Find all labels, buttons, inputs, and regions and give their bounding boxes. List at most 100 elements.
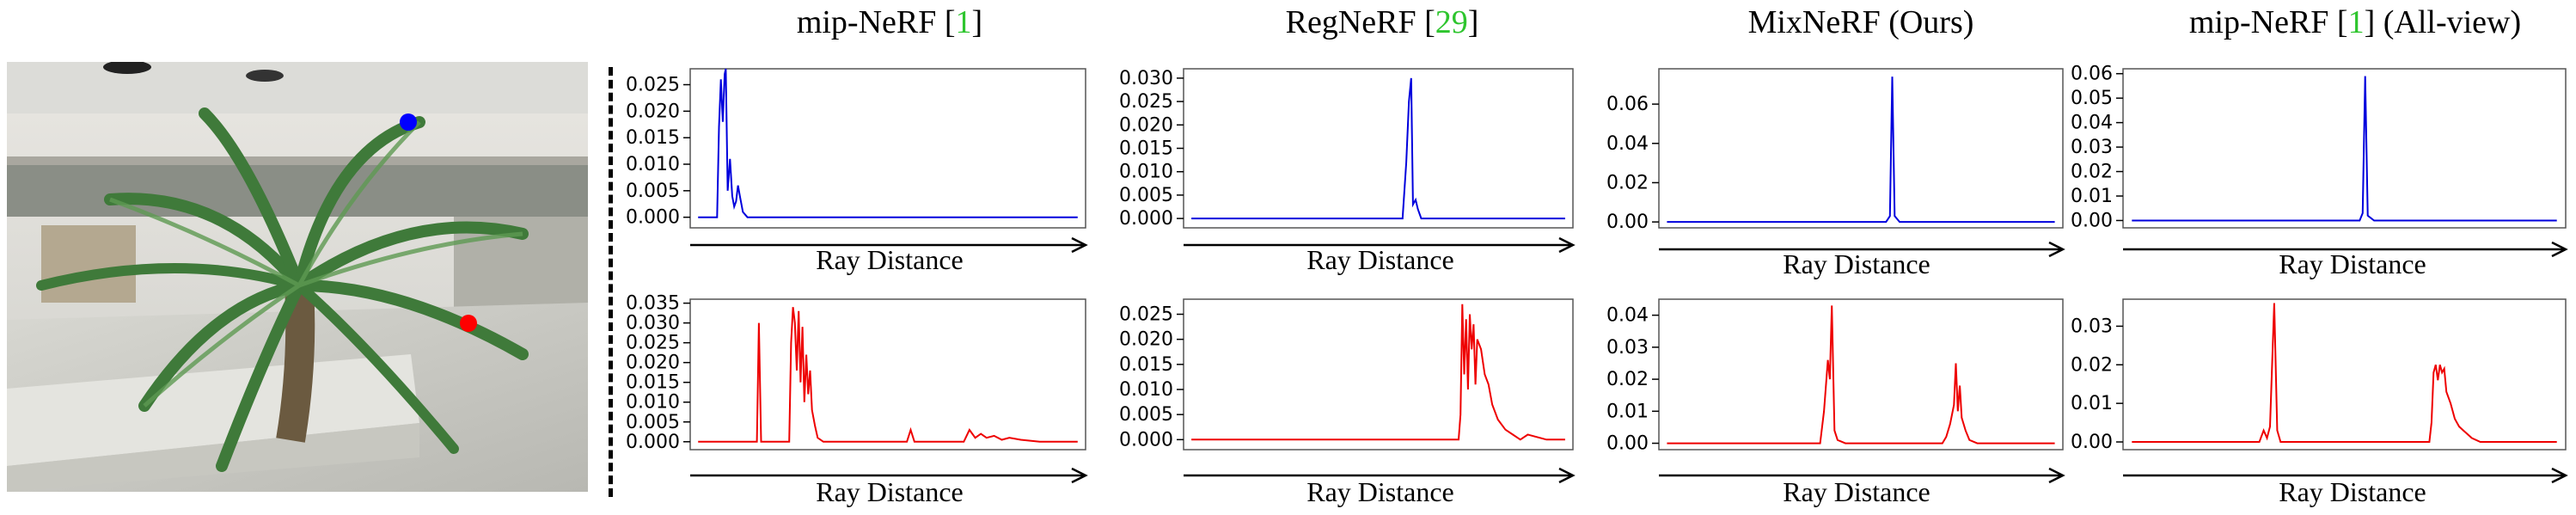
fern-scene-image: [7, 62, 588, 492]
y-tick-label: 0.020: [626, 353, 680, 374]
y-tick-label: 0.010: [1119, 379, 1173, 401]
density-series-line: [1667, 77, 2055, 224]
y-tick-label: 0.01: [2071, 393, 2113, 414]
y-tick-label: 0.01: [1606, 401, 1649, 422]
plot-frame: [2122, 298, 2567, 451]
x-axis-label: Ray Distance: [1783, 476, 1930, 507]
y-tick-label: 0.015: [1119, 354, 1173, 376]
y-tick-label: 0.04: [2071, 113, 2113, 134]
chart-panel-4: 0.00 0.01 0.02 0.03 0.04 0.05 0.06 Ray Distance: [2071, 64, 2568, 279]
y-tick-label: 0.010: [626, 154, 680, 175]
x-axis-label: Ray Distance: [1306, 476, 1454, 507]
density-series-line: [1191, 303, 1565, 441]
y-tick-label: 0.03: [2071, 316, 2113, 337]
column-title-mipnerf: mip-NeRF [1]: [796, 4, 983, 40]
red-ray-marker: [460, 315, 477, 332]
y-tick-label: 0.010: [626, 392, 680, 414]
plot-frame: [689, 68, 1086, 229]
y-tick-label: 0.020: [1119, 114, 1173, 136]
blue-ray-marker: [400, 113, 417, 131]
ray-arrow-head: [1558, 467, 1576, 484]
y-tick-label: 0.02: [1606, 172, 1649, 193]
chart-panel-7: 0.00 0.01 0.02 0.03 0.04 Ray Distance: [1606, 298, 2065, 507]
y-tick-label: 0.015: [1119, 138, 1173, 160]
ray-arrow-head: [2551, 241, 2568, 258]
y-tick-label: 0.03: [1606, 337, 1649, 359]
y-tick-label: 0.00: [1606, 433, 1649, 455]
y-tick-label: 0.06: [1606, 94, 1649, 115]
y-tick-label: 0.025: [626, 75, 680, 96]
y-tick-label: 0.00: [2071, 432, 2113, 453]
ray-arrow-head: [1071, 236, 1088, 254]
ray-arrow-head: [2048, 467, 2065, 484]
plot-frame: [689, 298, 1086, 451]
y-tick-label: 0.05: [2071, 88, 2113, 109]
chart-panel-1: 0.000 0.005 0.010 0.015 0.020 0.025 Ray Distan…: [626, 68, 1088, 275]
y-tick-label: 0.02: [2071, 162, 2113, 183]
y-tick-label: 0.010: [1119, 162, 1173, 183]
y-tick-label: 0.06: [2071, 64, 2113, 85]
plot-frame: [1183, 68, 1574, 229]
y-tick-label: 0.000: [1119, 429, 1173, 451]
y-tick-label: 0.025: [1119, 91, 1173, 113]
chart-panel-6: 0.000 0.005 0.010 0.015 0.020 0.025 Ray Distan…: [1119, 298, 1576, 507]
y-tick-label: 0.005: [1119, 185, 1173, 206]
y-tick-label: 0.03: [2071, 137, 2113, 158]
y-tick-label: 0.02: [1606, 369, 1649, 390]
citation-ref[interactable]: 29: [1435, 4, 1468, 40]
y-tick-label: 0.030: [626, 313, 680, 334]
chart-panel-8: 0.00 0.01 0.02 0.03 Ray Distance: [2071, 298, 2568, 507]
density-series-line: [2132, 303, 2557, 443]
y-tick-label: 0.005: [1119, 404, 1173, 426]
y-tick-label: 0.025: [626, 333, 680, 354]
density-series-line: [1191, 77, 1565, 220]
ray-arrow-head: [1071, 467, 1088, 484]
y-tick-label: 0.015: [626, 127, 680, 149]
plot-frame: [2122, 68, 2567, 229]
ray-arrow-head: [2048, 241, 2065, 258]
y-tick-label: 0.020: [1119, 329, 1173, 351]
y-tick-label: 0.000: [1119, 208, 1173, 230]
y-tick-label: 0.020: [626, 101, 680, 122]
citation-ref[interactable]: 1: [2347, 4, 2365, 40]
column-title-mixnerf: MixNeRF (Ours): [1747, 4, 1974, 40]
y-tick-label: 0.02: [2071, 354, 2113, 376]
density-series-line: [698, 68, 1078, 218]
x-axis-label: Ray Distance: [2279, 476, 2426, 507]
density-series-line: [1667, 305, 2055, 444]
column-title-mipnerf-allview: mip-NeRF [1] (All-view): [2188, 4, 2522, 40]
ray-arrow-head: [1558, 236, 1576, 254]
x-axis-label: Ray Distance: [2279, 248, 2426, 279]
y-tick-label: 0.035: [626, 293, 680, 315]
chart-panel-3: 0.00 0.02 0.04 0.06 Ray Distance: [1606, 68, 2065, 279]
density-series-line: [698, 307, 1078, 443]
y-tick-label: 0.04: [1606, 133, 1649, 155]
column-title-regnerf: RegNeRF [29]: [1285, 4, 1479, 40]
y-tick-label: 0.00: [1606, 212, 1649, 233]
y-tick-label: 0.005: [626, 412, 680, 433]
plot-frame: [1658, 298, 2064, 451]
dashed-divider: [609, 67, 613, 497]
citation-ref[interactable]: 1: [955, 4, 972, 40]
density-series-line: [2132, 76, 2557, 222]
plot-frame: [1658, 68, 2064, 229]
plot-frame: [1183, 298, 1574, 451]
y-tick-label: 0.000: [626, 207, 680, 229]
scene-photo: [7, 62, 588, 492]
y-tick-label: 0.000: [626, 432, 680, 453]
y-tick-label: 0.030: [1119, 68, 1173, 89]
y-tick-label: 0.00: [2071, 210, 2113, 231]
ray-arrow-head: [2551, 467, 2568, 484]
x-axis-label: Ray Distance: [1306, 244, 1454, 275]
y-tick-label: 0.01: [2071, 186, 2113, 207]
y-tick-label: 0.005: [626, 181, 680, 202]
y-tick-label: 0.015: [626, 372, 680, 394]
x-axis-label: Ray Distance: [816, 476, 964, 507]
chart-panel-5: 0.0000.0050.0100.0150.0200.0250.0300.035…: [626, 293, 1088, 507]
x-axis-label: Ray Distance: [1783, 248, 1930, 279]
y-tick-label: 0.025: [1119, 304, 1173, 326]
y-tick-label: 0.04: [1606, 305, 1649, 327]
